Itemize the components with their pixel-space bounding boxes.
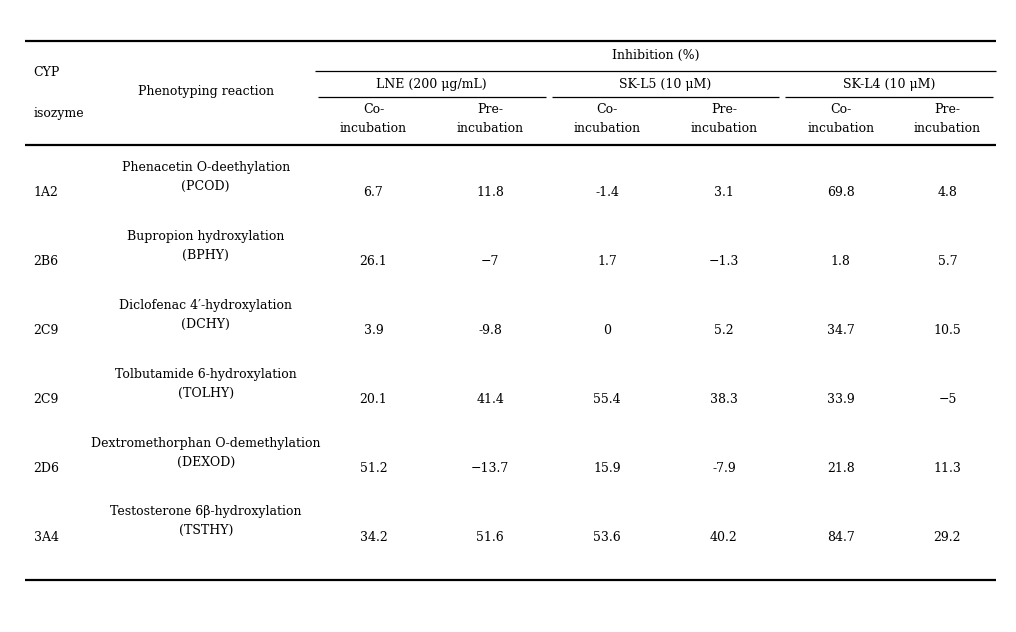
Text: 2B6: 2B6 — [34, 255, 59, 268]
Text: -7.9: -7.9 — [712, 462, 736, 475]
Text: Phenacetin Ο-deethylation: Phenacetin Ο-deethylation — [122, 161, 290, 174]
Text: 5.7: 5.7 — [938, 255, 957, 268]
Text: Co-: Co- — [363, 104, 384, 116]
Text: CYP: CYP — [34, 66, 60, 78]
Text: 3.9: 3.9 — [364, 324, 383, 337]
Text: 29.2: 29.2 — [934, 531, 961, 544]
Text: 34.7: 34.7 — [827, 324, 854, 337]
Text: incubation: incubation — [339, 122, 407, 135]
Text: −1.3: −1.3 — [709, 255, 739, 268]
Text: 20.1: 20.1 — [360, 393, 387, 406]
Text: 55.4: 55.4 — [593, 393, 621, 406]
Text: 69.8: 69.8 — [827, 186, 854, 199]
Text: incubation: incubation — [913, 122, 981, 135]
Text: Pre-: Pre- — [478, 104, 503, 116]
Text: 40.2: 40.2 — [710, 531, 738, 544]
Text: 51.6: 51.6 — [477, 531, 504, 544]
Text: 2C9: 2C9 — [34, 324, 59, 337]
Text: Pre-: Pre- — [935, 104, 960, 116]
Text: Dextromethorphan Ο-demethylation: Dextromethorphan Ο-demethylation — [91, 437, 320, 449]
Text: 0: 0 — [604, 324, 611, 337]
Text: Bupropion hydroxylation: Bupropion hydroxylation — [127, 230, 284, 243]
Text: (BPHY): (BPHY) — [182, 249, 230, 262]
Text: 6.7: 6.7 — [364, 186, 383, 199]
Text: 2C9: 2C9 — [34, 393, 59, 406]
Text: 21.8: 21.8 — [827, 462, 854, 475]
Text: incubation: incubation — [456, 122, 524, 135]
Text: 3.1: 3.1 — [714, 186, 734, 199]
Text: (DCHY): (DCHY) — [181, 318, 231, 331]
Text: 84.7: 84.7 — [827, 531, 854, 544]
Text: SK-L4 (10 μM): SK-L4 (10 μM) — [843, 78, 935, 91]
Text: Inhibition (%): Inhibition (%) — [612, 49, 699, 62]
Text: Co-: Co- — [596, 104, 618, 116]
Text: −13.7: −13.7 — [471, 462, 509, 475]
Text: 34.2: 34.2 — [360, 531, 387, 544]
Text: −7: −7 — [481, 255, 500, 268]
Text: 10.5: 10.5 — [934, 324, 961, 337]
Text: 53.6: 53.6 — [593, 531, 621, 544]
Text: 41.4: 41.4 — [477, 393, 504, 406]
Text: Pre-: Pre- — [711, 104, 737, 116]
Text: 33.9: 33.9 — [827, 393, 854, 406]
Text: Phenotyping reaction: Phenotyping reaction — [138, 85, 273, 97]
Text: Testosterone 6β-hydroxylation: Testosterone 6β-hydroxylation — [110, 506, 302, 518]
Text: 51.2: 51.2 — [360, 462, 387, 475]
Text: 11.3: 11.3 — [934, 462, 961, 475]
Text: 1.8: 1.8 — [831, 255, 850, 268]
Text: 2D6: 2D6 — [34, 462, 60, 475]
Text: incubation: incubation — [690, 122, 758, 135]
Text: 5.2: 5.2 — [714, 324, 734, 337]
Text: −5: −5 — [938, 393, 957, 406]
Text: 4.8: 4.8 — [938, 186, 957, 199]
Text: -1.4: -1.4 — [595, 186, 619, 199]
Text: Tolbutamide 6-hydroxylation: Tolbutamide 6-hydroxylation — [115, 368, 297, 380]
Text: isozyme: isozyme — [34, 107, 84, 119]
Text: 15.9: 15.9 — [593, 462, 621, 475]
Text: incubation: incubation — [807, 122, 875, 135]
Text: incubation: incubation — [573, 122, 641, 135]
Text: (DEXOD): (DEXOD) — [177, 456, 235, 468]
Text: SK-L5 (10 μM): SK-L5 (10 μM) — [620, 78, 711, 91]
Text: (PCOD): (PCOD) — [182, 180, 230, 193]
Text: 1A2: 1A2 — [34, 186, 58, 199]
Text: 38.3: 38.3 — [710, 393, 738, 406]
Text: 11.8: 11.8 — [477, 186, 504, 199]
Text: -9.8: -9.8 — [479, 324, 502, 337]
Text: (TOLHY): (TOLHY) — [178, 387, 234, 399]
Text: 26.1: 26.1 — [360, 255, 387, 268]
Text: Co-: Co- — [830, 104, 851, 116]
Text: 3A4: 3A4 — [34, 531, 59, 544]
Text: LNE (200 μg/mL): LNE (200 μg/mL) — [377, 78, 487, 91]
Text: Diclofenac 4′-hydroxylation: Diclofenac 4′-hydroxylation — [119, 299, 293, 312]
Text: (TSTHY): (TSTHY) — [179, 525, 233, 537]
Text: 1.7: 1.7 — [597, 255, 617, 268]
